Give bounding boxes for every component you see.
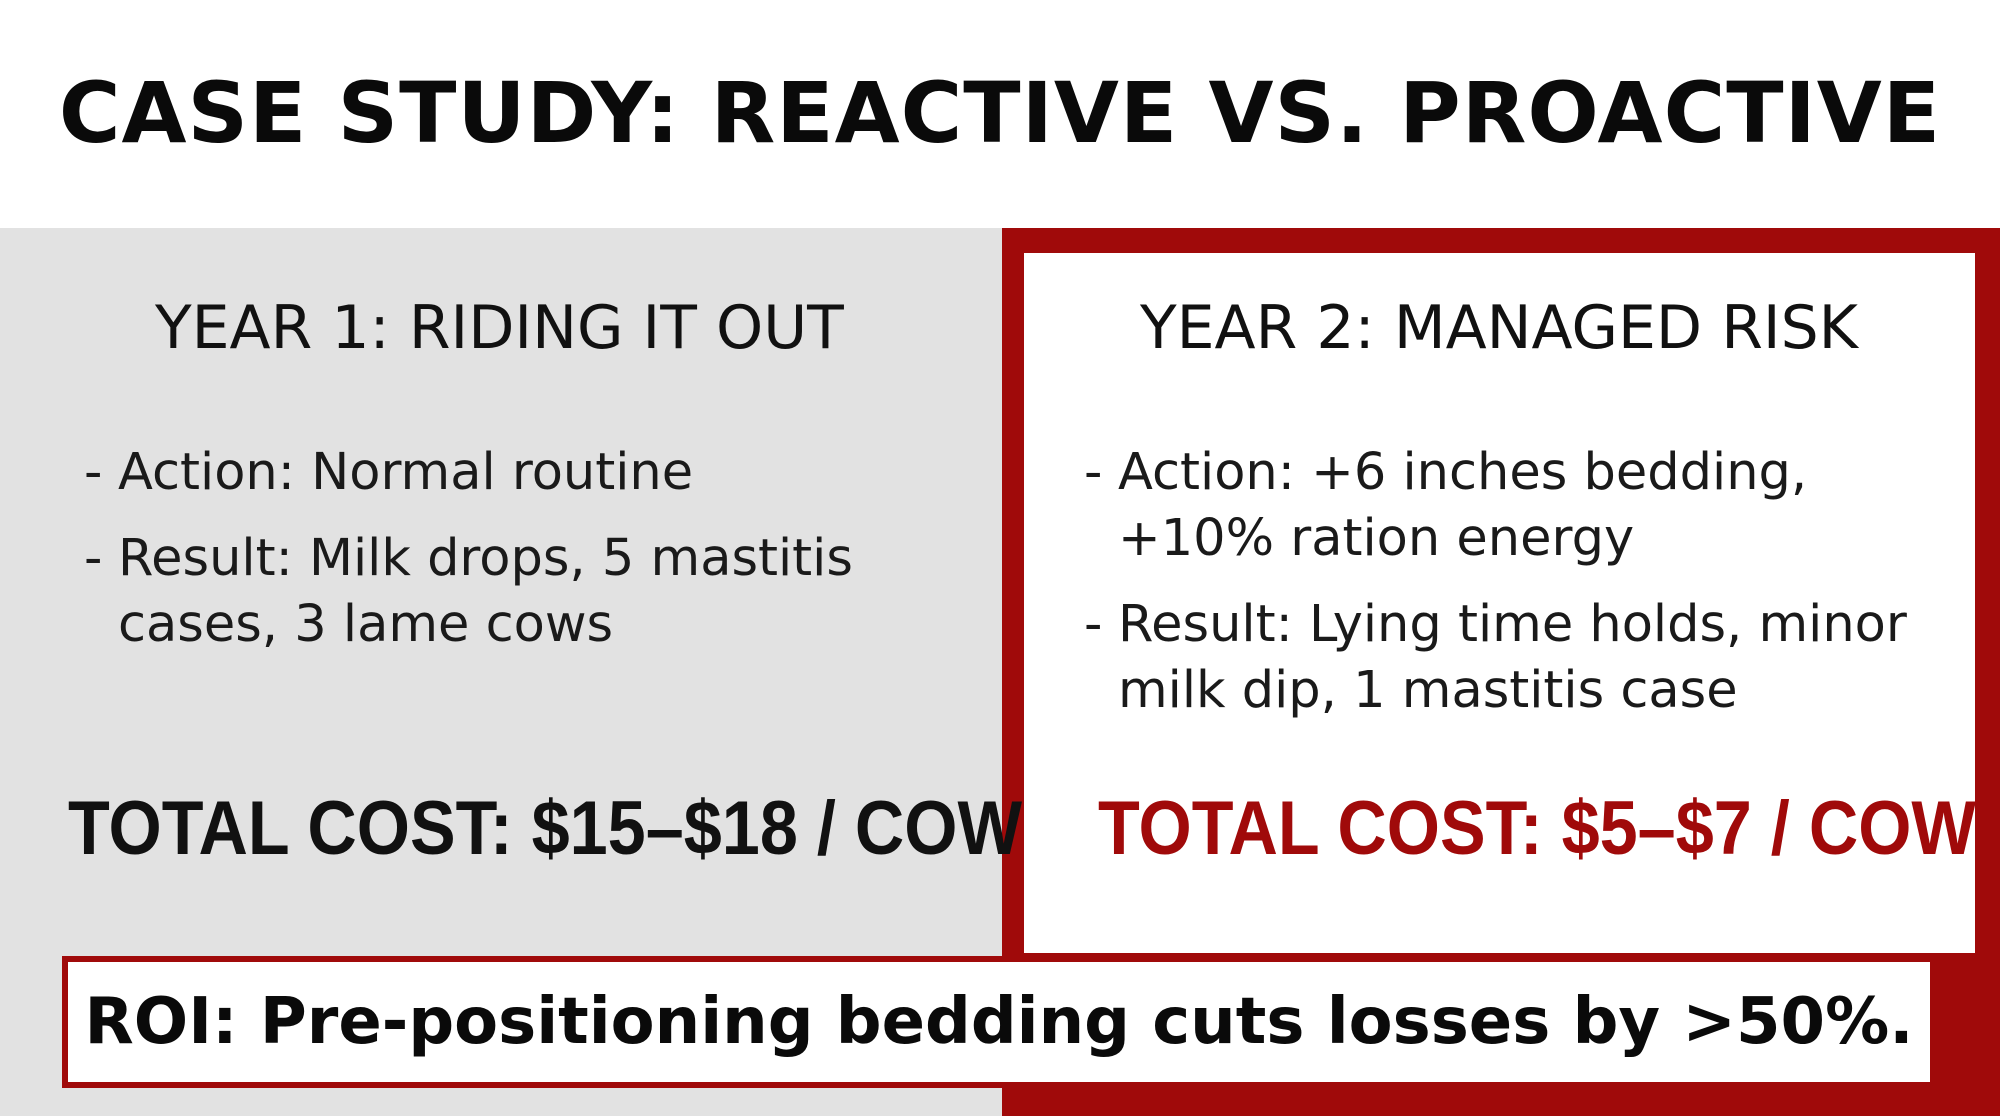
year1-bullet-list: - Action: Normal routine - Result: Milk … xyxy=(84,440,964,678)
bullet-marker: - xyxy=(1084,443,1103,502)
year1-heading: YEAR 1: RIDING IT OUT xyxy=(155,293,844,363)
bullet-marker: - xyxy=(1084,595,1103,654)
roi-text: ROI: Pre-positioning bedding cuts losses… xyxy=(84,985,1914,1059)
year1-action-text: Action: Normal routine xyxy=(118,443,694,502)
year1-action-item: - Action: Normal routine xyxy=(84,440,964,506)
year1-total-cost: TOTAL COST: $15–$18 / COW xyxy=(68,786,1023,871)
year1-result-text: Result: Milk drops, 5 mastitis cases, 3 … xyxy=(118,529,853,654)
year2-total-cost: TOTAL COST: $5–$7 / COW xyxy=(1098,786,1976,871)
page-title: CASE STUDY: REACTIVE VS. PROACTIVE xyxy=(58,64,1942,162)
year2-result-item: - Result: Lying time holds, minor milk d… xyxy=(1084,592,1954,724)
year2-panel xyxy=(1024,253,1975,953)
bullet-marker: - xyxy=(84,443,103,502)
year1-result-item: - Result: Milk drops, 5 mastitis cases, … xyxy=(84,526,964,658)
year2-result-text: Result: Lying time holds, minor milk dip… xyxy=(1118,595,1907,720)
title-band: CASE STUDY: REACTIVE VS. PROACTIVE xyxy=(0,0,2000,228)
year2-action-text: Action: +6 inches bedding, +10% ration e… xyxy=(1118,443,1808,568)
roi-banner: ROI: Pre-positioning bedding cuts losses… xyxy=(62,956,1936,1088)
year2-bullet-list: - Action: +6 inches bedding, +10% ration… xyxy=(1084,440,1954,744)
year2-action-item: - Action: +6 inches bedding, +10% ration… xyxy=(1084,440,1954,572)
bullet-marker: - xyxy=(84,529,103,588)
year2-heading: YEAR 2: MANAGED RISK xyxy=(1140,293,1859,363)
